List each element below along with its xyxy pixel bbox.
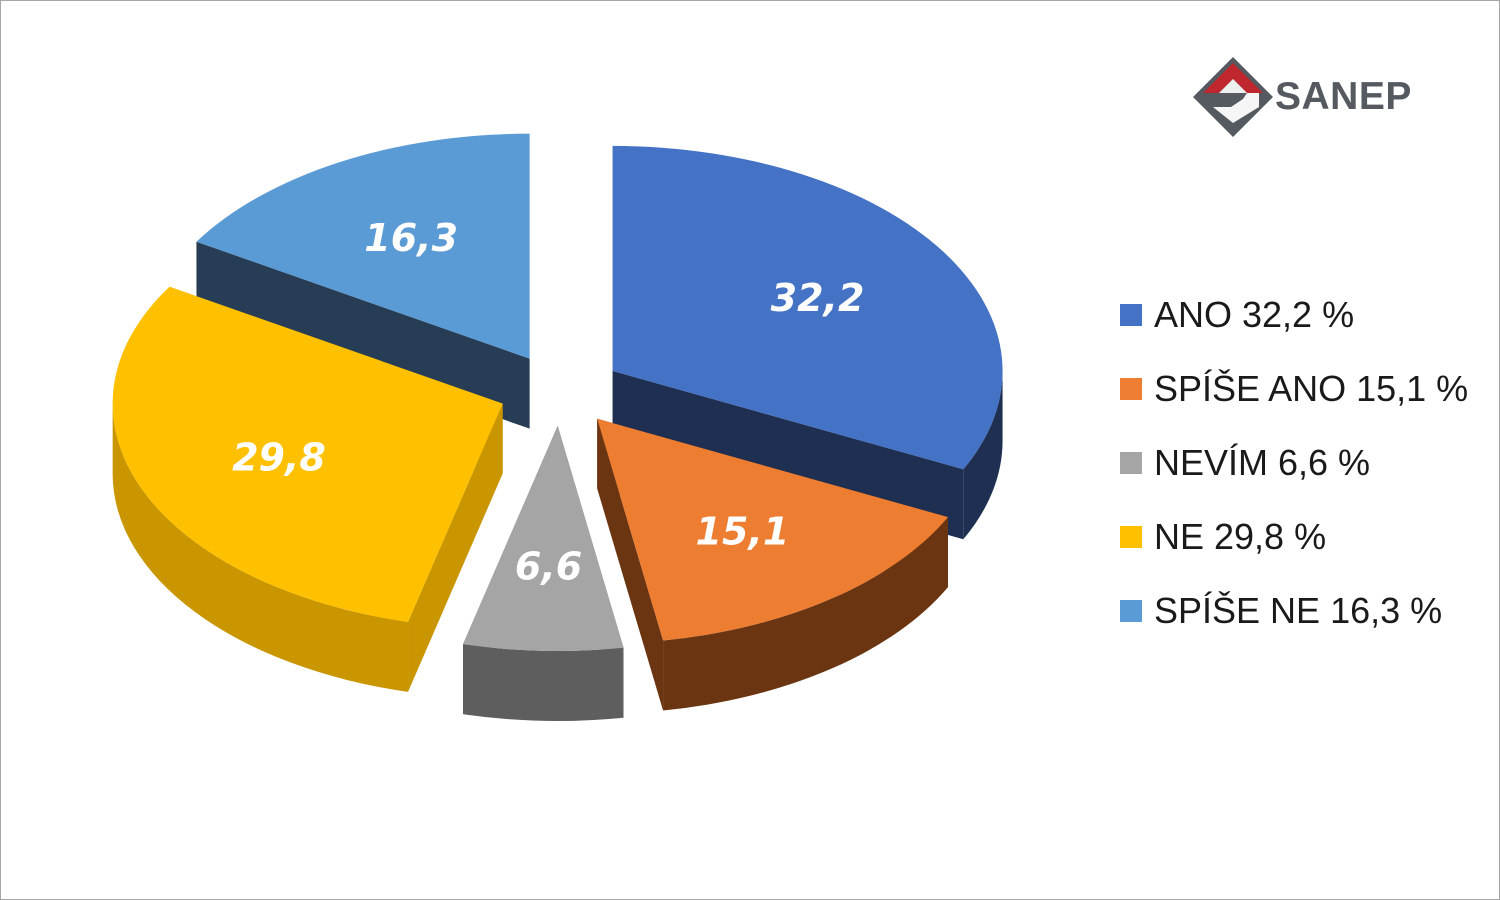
sanep-logo: SANEP (1189, 53, 1449, 143)
pie-labels: 16,3 32,2 29,8 15,1 6,6 (232, 216, 864, 588)
legend-swatch-ano (1120, 304, 1142, 326)
legend-swatch-spise-ne (1120, 600, 1142, 622)
slice-top-spise-ne (196, 133, 530, 359)
sanep-logo-icon (1193, 57, 1273, 137)
legend-label-spise-ne: SPÍŠE NE 16,3 % (1154, 590, 1443, 631)
slice-label-ne: 29,8 (232, 436, 326, 480)
slice-side-ano (963, 370, 1003, 540)
slice-side-spise-ano (663, 517, 948, 711)
slice-side-nevim (463, 644, 624, 721)
legend-swatch-spise-ano (1120, 378, 1142, 400)
legend-item-ne: NE 29,8 % (1120, 500, 1468, 574)
legend-swatch-ne (1120, 526, 1142, 548)
sanep-logo-text: SANEP (1275, 75, 1412, 118)
slice-top-spise-ano (597, 418, 948, 641)
legend-label-ano: ANO 32,2 % (1154, 294, 1355, 335)
slice-label-nevim: 6,6 (515, 544, 582, 588)
legend-label-nevim: NEVÍM 6,6 % (1154, 442, 1371, 483)
legend-item-spise-ne: SPÍŠE NE 16,3 % (1120, 574, 1468, 648)
slice-label-spise-ano: 15,1 (696, 509, 790, 553)
slice-label-spise-ne: 16,3 (364, 216, 458, 260)
pie-tops (112, 133, 1003, 651)
legend-item-spise-ano: SPÍŠE ANO 15,1 % (1120, 352, 1468, 426)
legend-item-nevim: NEVÍM 6,6 % (1120, 426, 1468, 500)
slice-cut-spise-ano-1 (597, 418, 664, 711)
slice-cut-ne-0 (408, 403, 503, 692)
legend-label-ne: NE 29,8 % (1154, 516, 1327, 557)
chart-legend: ANO 32,2 % SPÍŠE ANO 15,1 % NEVÍM 6,6 % NE … (1120, 278, 1468, 648)
slice-side-ne (112, 403, 409, 692)
slice-cut-spise-ne-0 (196, 241, 530, 429)
slice-top-ne (112, 286, 503, 622)
legend-item-ano: ANO 32,2 % (1120, 278, 1468, 352)
legend-label-spise-ano: SPÍŠE ANO 15,1 % (1154, 368, 1469, 409)
slice-label-ano: 32,2 (771, 276, 865, 320)
slice-top-ano (612, 145, 1003, 470)
legend-swatch-nevim (1120, 452, 1142, 474)
slice-top-nevim (463, 425, 624, 651)
